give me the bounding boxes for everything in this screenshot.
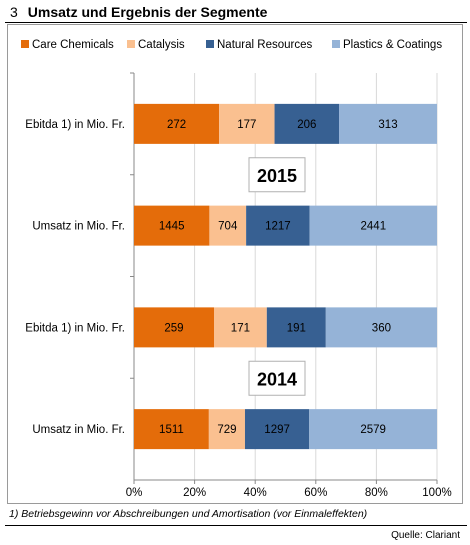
bar-segment xyxy=(246,205,310,246)
x-tick-label: 40% xyxy=(244,487,267,499)
legend-label: Plastics & Coatings xyxy=(343,39,442,51)
data-label: 191 xyxy=(287,322,306,334)
year-box xyxy=(248,360,306,396)
data-label: 704 xyxy=(218,221,238,233)
data-label: 2441 xyxy=(361,221,387,233)
x-tick-label: 60% xyxy=(304,487,327,499)
year-label: 2014 xyxy=(257,369,297,389)
legend-swatch xyxy=(332,40,340,48)
x-tick-label: 80% xyxy=(365,487,388,499)
bar-segment xyxy=(134,205,210,246)
category-label: Ebitda 1) in Mio. Fr. xyxy=(25,322,125,334)
data-label: 729 xyxy=(217,424,236,436)
category-label: Umsatz in Mio. Fr. xyxy=(32,221,125,233)
x-tick-label: 0% xyxy=(126,487,143,499)
bar-segment xyxy=(309,205,437,246)
footnote: 1) Betriebsgewinn vor Abschreibungen und… xyxy=(9,508,368,520)
bar-segment xyxy=(208,409,245,450)
legend-swatch xyxy=(21,40,29,48)
category-label: Ebitda 1) in Mio. Fr. xyxy=(25,119,125,131)
bar-segment xyxy=(274,103,340,144)
legend-label: Catalysis xyxy=(138,39,185,51)
data-label: 1511 xyxy=(159,424,184,436)
data-label: 1445 xyxy=(159,221,185,233)
year-label: 2015 xyxy=(257,166,297,186)
data-label: 177 xyxy=(237,119,256,131)
segment-chart: Care Chemicals Catalysis Natural Resources… xyxy=(21,39,452,499)
top-rule xyxy=(5,22,467,23)
figure-header: 3 Umsatz und Ergebnis der Segmente xyxy=(10,4,267,20)
data-label: 1297 xyxy=(264,424,290,436)
figure-number: 3 xyxy=(10,4,18,20)
data-label: 360 xyxy=(372,322,391,334)
data-label: 1217 xyxy=(265,221,291,233)
legend-swatch xyxy=(206,40,214,48)
bar-segment xyxy=(209,205,247,246)
bar-segment xyxy=(244,409,310,450)
data-label: 272 xyxy=(167,119,186,131)
data-label: 206 xyxy=(297,119,316,131)
figure-title: Umsatz und Ergebnis der Segmente xyxy=(27,4,268,20)
bar-segment xyxy=(134,103,220,144)
bar-segment xyxy=(219,103,275,144)
bar-segment xyxy=(134,409,209,450)
x-tick-label: 100% xyxy=(422,487,451,499)
source-note: Quelle: Clariant xyxy=(391,530,460,541)
legend-swatch xyxy=(127,40,135,48)
data-label: 2579 xyxy=(360,424,386,436)
bar-segment xyxy=(134,307,214,348)
bar-segment xyxy=(213,307,267,348)
bar-segment xyxy=(266,307,326,348)
year-box xyxy=(248,157,306,193)
bar-segment xyxy=(325,307,437,348)
chart-frame: Care Chemicals Catalysis Natural Resources… xyxy=(7,24,463,504)
x-tick-label: 20% xyxy=(183,487,206,499)
bar-segment xyxy=(309,409,437,450)
legend-label: Care Chemicals xyxy=(32,39,114,51)
data-label: 259 xyxy=(164,322,183,334)
data-label: 171 xyxy=(231,322,250,334)
category-label: Umsatz in Mio. Fr. xyxy=(32,424,125,436)
data-label: 313 xyxy=(378,119,397,131)
legend-label: Natural Resources xyxy=(217,39,312,51)
bottom-rule xyxy=(5,525,467,526)
bar-segment xyxy=(339,103,437,144)
